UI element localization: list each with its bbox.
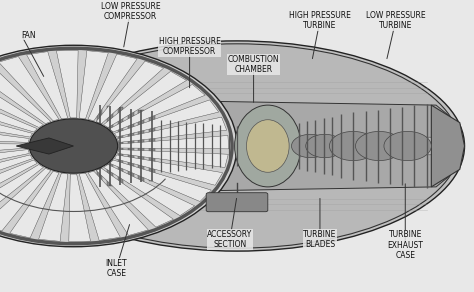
- Polygon shape: [138, 110, 144, 182]
- Polygon shape: [118, 107, 123, 185]
- Text: COMBUSTION
CHAMBER: COMBUSTION CHAMBER: [228, 55, 279, 74]
- Polygon shape: [109, 160, 211, 201]
- Ellipse shape: [235, 105, 301, 187]
- Polygon shape: [0, 160, 37, 208]
- Polygon shape: [103, 164, 195, 216]
- Polygon shape: [0, 124, 29, 142]
- Ellipse shape: [9, 41, 465, 251]
- Polygon shape: [107, 106, 113, 186]
- Polygon shape: [96, 168, 173, 227]
- FancyBboxPatch shape: [92, 137, 438, 155]
- Polygon shape: [0, 150, 29, 175]
- Polygon shape: [0, 143, 28, 157]
- Text: LOW PRESSURE
TURBINE: LOW PRESSURE TURBINE: [366, 11, 426, 30]
- Polygon shape: [118, 150, 228, 168]
- Text: HIGH PRESSURE
COMPRESSOR: HIGH PRESSURE COMPRESSOR: [159, 37, 220, 56]
- Text: TURBINE
BLADES: TURBINE BLADES: [303, 230, 337, 249]
- Polygon shape: [0, 164, 44, 221]
- Polygon shape: [27, 52, 68, 119]
- Polygon shape: [118, 117, 227, 142]
- Polygon shape: [79, 51, 109, 119]
- Ellipse shape: [7, 38, 467, 254]
- Circle shape: [329, 131, 377, 161]
- Text: LOW PRESSURE
COMPRESSOR: LOW PRESSURE COMPRESSOR: [100, 2, 160, 21]
- Polygon shape: [90, 99, 450, 193]
- Text: ACCESSORY
SECTION: ACCESSORY SECTION: [207, 230, 253, 249]
- Ellipse shape: [14, 44, 460, 248]
- Text: INLET
CASE: INLET CASE: [105, 259, 127, 278]
- Circle shape: [384, 131, 431, 161]
- Polygon shape: [114, 100, 219, 137]
- Polygon shape: [88, 54, 137, 121]
- Polygon shape: [0, 91, 37, 132]
- Polygon shape: [0, 57, 59, 121]
- Polygon shape: [128, 109, 134, 183]
- Polygon shape: [103, 71, 187, 128]
- Polygon shape: [0, 155, 33, 192]
- Circle shape: [356, 131, 403, 161]
- Polygon shape: [56, 50, 78, 118]
- Circle shape: [29, 119, 118, 173]
- Polygon shape: [88, 171, 148, 235]
- Text: HIGH PRESSURE
TURBINE: HIGH PRESSURE TURBINE: [289, 11, 351, 30]
- Polygon shape: [0, 76, 44, 128]
- Polygon shape: [10, 171, 59, 238]
- Text: TURBINE
EXHAUST
CASE: TURBINE EXHAUST CASE: [387, 230, 423, 260]
- Polygon shape: [114, 155, 223, 185]
- Polygon shape: [38, 173, 68, 241]
- Polygon shape: [0, 107, 33, 137]
- Polygon shape: [69, 174, 91, 242]
- Polygon shape: [97, 105, 102, 187]
- Polygon shape: [431, 105, 465, 187]
- Circle shape: [292, 134, 329, 158]
- Polygon shape: [119, 135, 229, 149]
- Polygon shape: [0, 65, 51, 124]
- Polygon shape: [149, 111, 155, 181]
- Polygon shape: [0, 168, 51, 231]
- Text: FAN: FAN: [21, 31, 36, 39]
- Circle shape: [0, 45, 237, 247]
- Polygon shape: [109, 84, 205, 132]
- Polygon shape: [96, 61, 164, 124]
- Polygon shape: [79, 173, 120, 240]
- FancyBboxPatch shape: [206, 193, 268, 212]
- Circle shape: [306, 134, 344, 158]
- Polygon shape: [16, 138, 73, 154]
- Ellipse shape: [246, 120, 289, 172]
